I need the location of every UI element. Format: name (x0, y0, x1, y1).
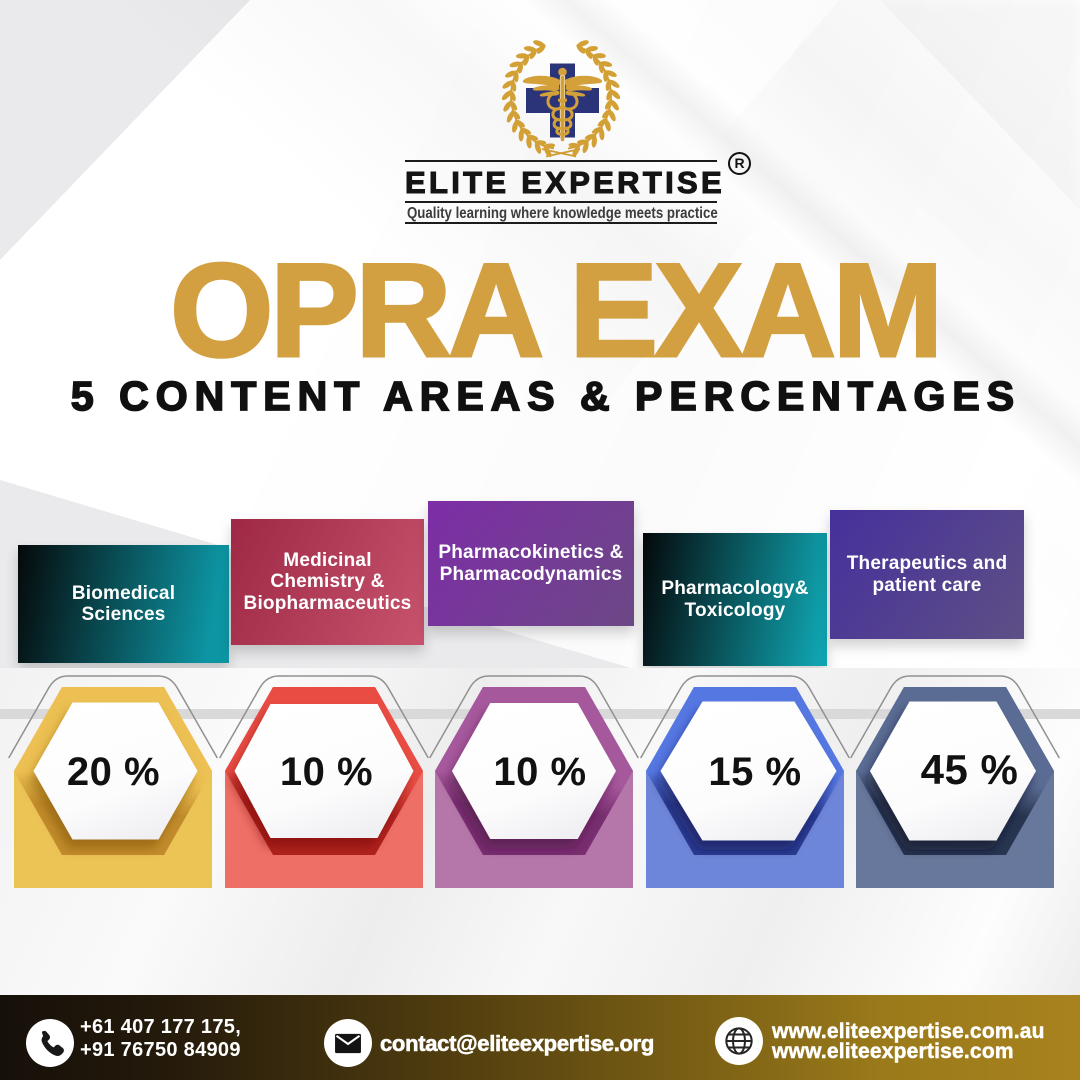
svg-text:20 %: 20 % (67, 750, 160, 794)
svg-text:10 %: 10 % (493, 750, 586, 794)
svg-text:15 %: 15 % (708, 750, 801, 794)
svg-text:45 %: 45 % (921, 746, 1019, 793)
svg-text:10 %: 10 % (279, 750, 372, 794)
